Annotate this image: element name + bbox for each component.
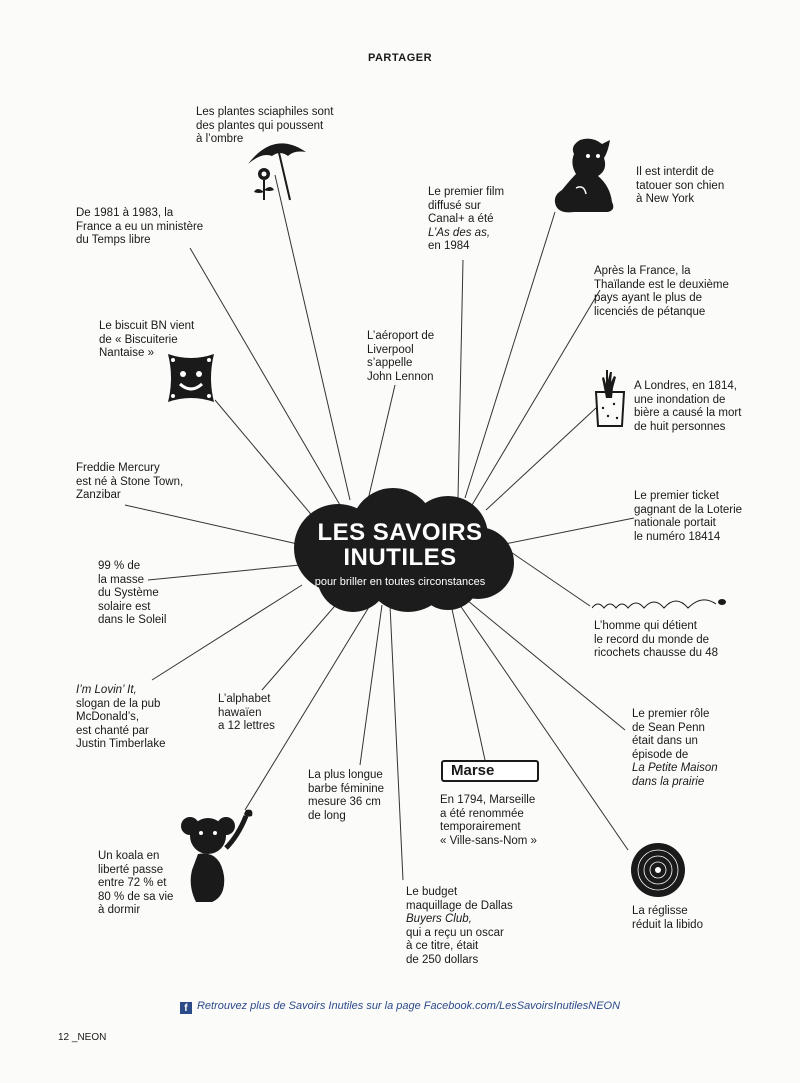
fact-mercury: Freddie Mercury est né à Stone Town, Zanzi… xyxy=(76,462,184,501)
pebble-ricochet-icon xyxy=(592,599,726,609)
page-number: 12 _NEON xyxy=(58,1032,107,1043)
connector-soleil xyxy=(147,564,301,581)
center-title: LES SAVOIRS INUTILES xyxy=(317,519,483,571)
licorice-wheel-icon xyxy=(631,843,685,897)
fact-temps-libre: De 1981 à 1983, la France a eu un ministè… xyxy=(76,207,204,246)
connector-ricochets xyxy=(504,547,591,607)
fact-koala: Un koala en liberté passe entre 72 % et 80 … xyxy=(98,850,174,916)
facebook-link[interactable]: f Retrouvez plus de Savoirs Inutiles sur … xyxy=(0,1000,800,1014)
connector-canal xyxy=(457,259,464,499)
connector-mercury xyxy=(124,504,303,546)
connector-sean-penn xyxy=(461,595,626,731)
connector-chien xyxy=(464,211,556,499)
koala-icon xyxy=(181,809,253,902)
fact-soleil: 99 % de la masse du Système solaire est dans… xyxy=(98,560,167,626)
fact-reglisse: La réglisse réduit la libido xyxy=(632,905,703,931)
connector-liverpool xyxy=(367,384,396,501)
fact-hawaien: L’alphabet hawaïen a 12 lettres xyxy=(218,693,275,732)
fact-petanque: Après la France, la Thaïlande est le deux… xyxy=(594,265,729,318)
section-header: PARTAGER xyxy=(367,52,433,64)
connector-bn xyxy=(214,399,321,526)
connector-reglisse xyxy=(454,597,629,851)
marseille-sign-icon: Marse xyxy=(441,760,539,782)
center-cloud xyxy=(294,488,514,612)
fact-londres: A Londres, en 1814, une inondation de bièr… xyxy=(634,380,742,433)
fact-ricochets: L’homme qui détient le record du monde de… xyxy=(594,620,719,659)
facebook-link-text: Retrouvez plus de Savoirs Inutiles sur l… xyxy=(196,1000,621,1012)
fact-loterie: Le premier ticket gagnant de la Loterie na… xyxy=(634,490,743,543)
center-subtitle: pour briller en toutes circonstances xyxy=(314,576,486,588)
fact-chien: Il est interdit de tatouer son chien à New… xyxy=(636,166,725,205)
connector-temps-libre xyxy=(189,247,341,506)
fact-bn: Le biscuit BN vient de « Biscuiterie Nanta… xyxy=(99,320,195,359)
connector-dallas xyxy=(389,604,404,881)
bn-biscuit-icon xyxy=(168,354,214,402)
connector-marseille xyxy=(449,599,486,761)
fact-liverpool: L’aéroport de Liverpool s’appelle John Lenn… xyxy=(367,330,435,383)
umbrella-flower-icon xyxy=(248,143,306,201)
fact-barbe: La plus longue barbe féminine mesure 36 cm… xyxy=(308,769,385,822)
fact-lovin: I’m Lovin’ It, slogan de la pub McDonald’s… xyxy=(76,684,166,750)
fact-sean-penn: Le premier rôle de Sean Penn était dans un… xyxy=(632,708,718,788)
connector-loterie xyxy=(499,517,635,546)
fact-dallas: Le budget maquillage de Dallas Buyers Club… xyxy=(406,886,513,966)
dog-icon xyxy=(554,138,614,213)
facebook-icon: f xyxy=(179,1002,192,1014)
connector-barbe xyxy=(359,604,383,766)
connector-koala xyxy=(244,601,373,811)
fact-canal: Le premier film diffusé sur Canal+ a été L’… xyxy=(428,186,505,252)
connector-londres xyxy=(485,407,597,511)
fact-marseille: En 1794, Marseille a été renommée temporai… xyxy=(440,794,537,847)
connector-hawaien xyxy=(261,599,341,691)
connector-petanque xyxy=(471,289,601,506)
beer-glass-hand-icon xyxy=(594,370,626,427)
connector-lovin xyxy=(151,584,303,681)
fact-sciaphiles: Les plantes sciaphiles sont des plantes q… xyxy=(196,106,334,145)
connector-sciaphiles xyxy=(274,174,351,501)
